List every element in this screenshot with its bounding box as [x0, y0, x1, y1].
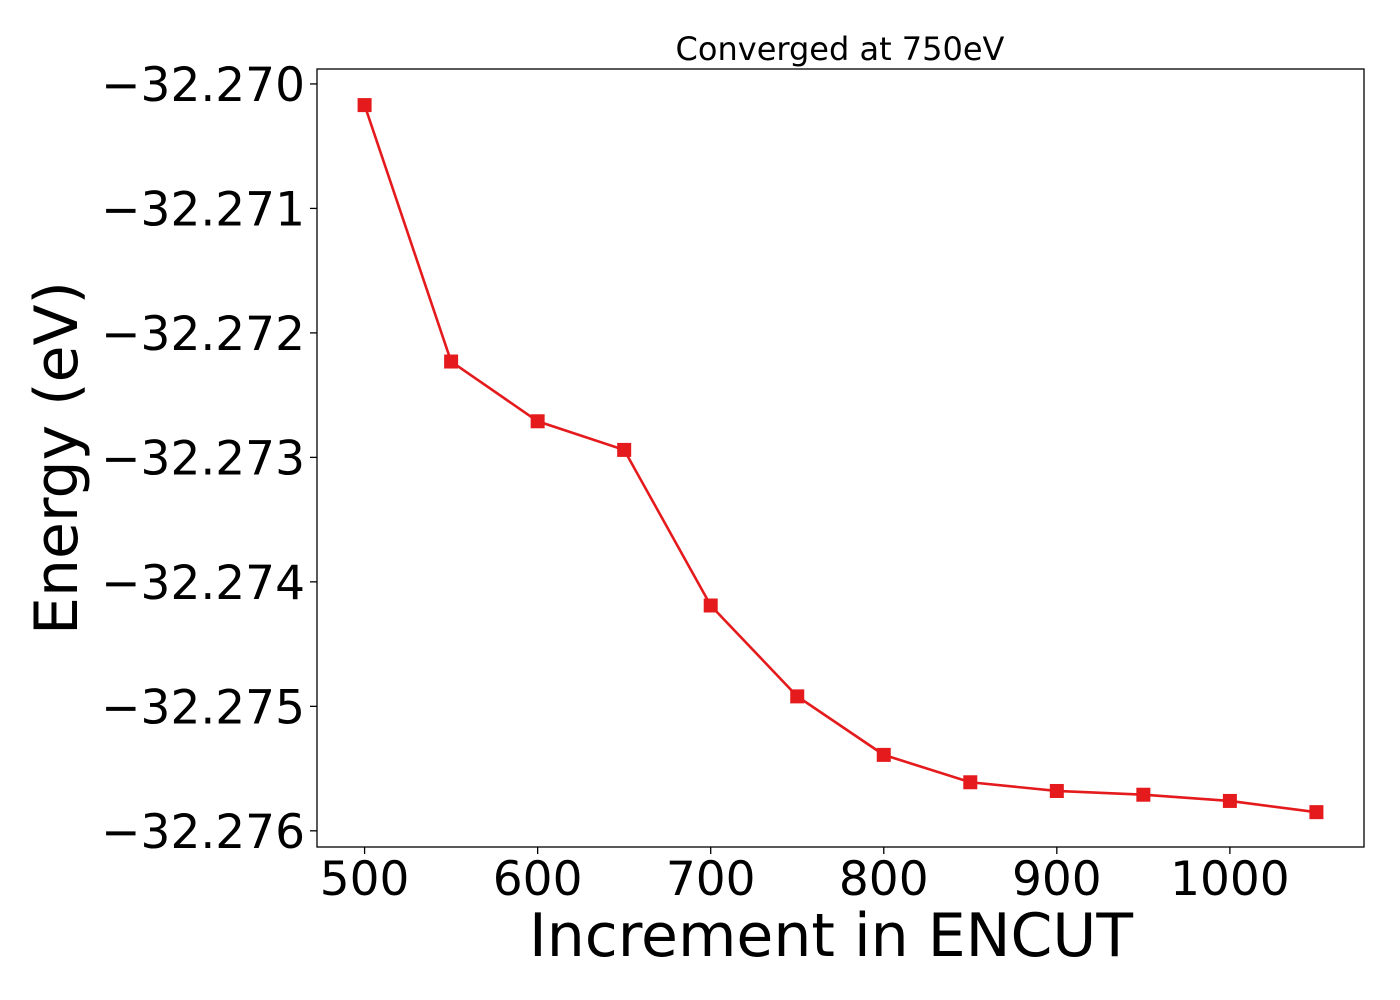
- y-tick-label: −32.276: [101, 805, 305, 860]
- x-axis-label: Increment in ENCUT: [529, 901, 1133, 971]
- y-axis-label: Energy (eV): [22, 281, 92, 635]
- series-layer: [357, 98, 1324, 820]
- x-tick-label: 700: [666, 852, 756, 907]
- data-point-marker: [703, 598, 718, 613]
- x-tick-label: 600: [493, 852, 583, 907]
- y-tick-label: −32.273: [101, 431, 305, 486]
- data-point-marker: [876, 747, 891, 762]
- chart-title: Converged at 750eV: [676, 30, 1005, 68]
- x-tick-label: 800: [839, 852, 929, 907]
- series-line: [363, 104, 1317, 814]
- plot-frame: [316, 68, 1365, 848]
- y-tick-label: −32.270: [101, 58, 305, 113]
- data-point-marker: [1309, 805, 1324, 820]
- y-tick-label: −32.274: [101, 556, 305, 611]
- y-axis-ticks: −32.270 −32.271 −32.272 −32.273 −32.274 −32.2…: [101, 58, 317, 860]
- y-tick-label: −32.271: [101, 182, 305, 237]
- data-point-marker: [963, 775, 978, 790]
- x-tick-label: 1000: [1170, 852, 1290, 907]
- data-point-marker: [1049, 783, 1064, 798]
- data-point-marker: [1222, 793, 1237, 808]
- y-tick-label: −32.272: [101, 307, 305, 362]
- data-point-marker: [444, 354, 459, 369]
- data-point-marker: [1136, 787, 1151, 802]
- x-axis-ticks: 500 600 700 800 900 1000: [320, 847, 1290, 907]
- x-tick-label: 500: [320, 852, 410, 907]
- data-point-marker: [530, 414, 545, 429]
- data-point-marker: [357, 98, 372, 113]
- x-tick-label: 900: [1012, 852, 1102, 907]
- data-point-marker: [617, 442, 632, 457]
- y-tick-label: −32.275: [101, 680, 305, 735]
- data-point-marker: [790, 689, 805, 704]
